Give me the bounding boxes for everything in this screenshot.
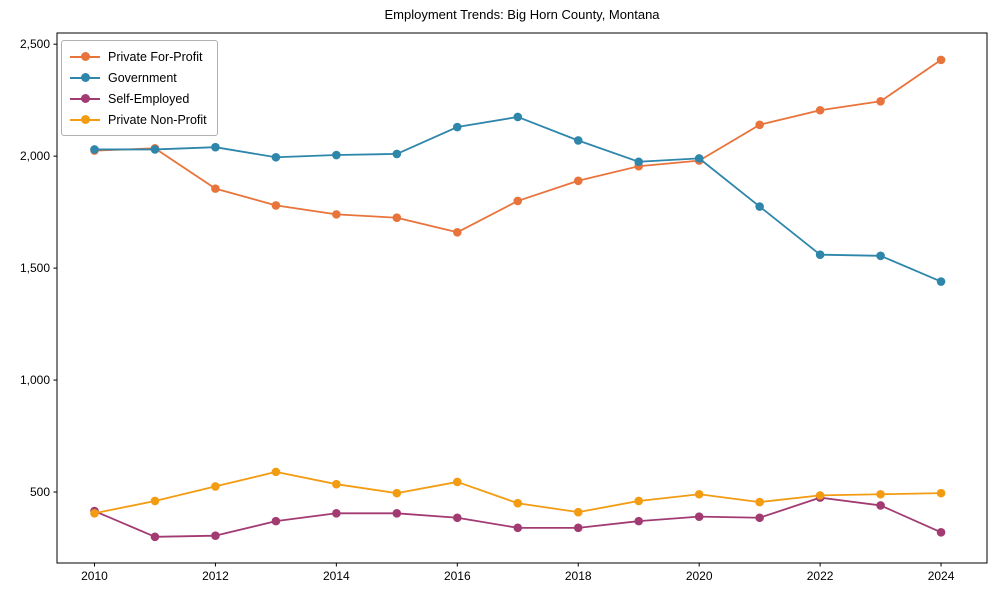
data-point xyxy=(815,250,825,259)
data-point xyxy=(936,55,946,65)
y-tick-label: 500 xyxy=(30,485,50,499)
data-point xyxy=(452,227,462,237)
legend-item-private-non-profit: Private Non-Profit xyxy=(70,109,207,130)
data-point xyxy=(573,136,583,145)
data-point xyxy=(755,120,764,130)
data-point xyxy=(513,498,523,508)
data-point xyxy=(694,512,704,521)
data-point xyxy=(90,145,99,154)
data-point xyxy=(392,149,402,159)
x-tick-label: 2024 xyxy=(928,569,955,583)
data-point xyxy=(392,213,402,223)
data-point xyxy=(936,528,946,537)
x-tick-label: 2022 xyxy=(807,569,834,583)
data-point xyxy=(150,496,160,506)
data-point xyxy=(573,507,583,517)
data-point xyxy=(694,489,704,499)
data-point xyxy=(452,477,462,487)
data-point xyxy=(452,513,462,523)
line-marker-icon xyxy=(70,52,100,61)
x-tick-label: 2014 xyxy=(323,569,350,583)
legend-label: Government xyxy=(108,70,177,85)
data-point xyxy=(876,96,885,106)
x-tick-label: 2016 xyxy=(444,569,471,583)
x-tick-label: 2018 xyxy=(565,569,592,583)
data-point xyxy=(755,202,764,211)
legend-item-self-employed: Self-Employed xyxy=(70,88,207,109)
data-point xyxy=(876,501,885,510)
data-point xyxy=(332,150,341,160)
data-point xyxy=(211,531,220,540)
legend: Private For-Profit Government Self-Emplo… xyxy=(61,40,218,136)
data-point xyxy=(90,508,99,518)
data-point xyxy=(634,516,644,526)
data-point xyxy=(634,496,644,506)
data-point xyxy=(936,277,946,286)
y-tick-label: 2,000 xyxy=(20,149,50,163)
data-point xyxy=(876,489,885,499)
data-point xyxy=(573,523,583,533)
data-point xyxy=(694,154,704,163)
axes-spines xyxy=(56,32,988,564)
y-tick-label: 1,500 xyxy=(20,261,50,275)
data-point xyxy=(755,497,764,507)
data-point xyxy=(815,491,825,500)
data-point xyxy=(513,112,523,122)
data-point xyxy=(332,508,341,518)
legend-label: Private Non-Profit xyxy=(108,112,207,127)
data-point xyxy=(332,479,341,489)
data-point xyxy=(392,508,402,518)
data-point xyxy=(271,516,281,526)
data-point xyxy=(573,176,583,186)
data-point xyxy=(332,210,341,219)
data-point xyxy=(271,467,281,477)
data-point xyxy=(271,152,281,162)
chart-title: Employment Trends: Big Horn County, Mont… xyxy=(384,7,660,22)
data-point xyxy=(936,488,946,498)
series-line-private-for-profit xyxy=(94,59,942,234)
x-tick-label: 2010 xyxy=(81,569,108,583)
legend-item-private-for-profit: Private For-Profit xyxy=(70,46,207,67)
data-point xyxy=(815,105,825,115)
x-tick-label: 2020 xyxy=(686,569,713,583)
line-marker-icon xyxy=(70,94,100,103)
data-point xyxy=(271,201,281,210)
x-tick-label: 2012 xyxy=(202,569,229,583)
data-point xyxy=(392,488,402,498)
legend-item-government: Government xyxy=(70,67,207,88)
line-marker-icon xyxy=(70,73,100,82)
legend-label: Private For-Profit xyxy=(108,49,203,64)
legend-label: Self-Employed xyxy=(108,91,190,106)
data-point xyxy=(452,122,462,132)
data-point xyxy=(513,196,523,206)
data-point xyxy=(876,251,885,261)
data-point xyxy=(211,142,220,152)
y-tick-label: 1,000 xyxy=(20,373,50,387)
line-marker-icon xyxy=(70,115,100,124)
data-point xyxy=(513,523,523,533)
data-point xyxy=(150,145,160,154)
data-point xyxy=(211,184,220,193)
data-point xyxy=(150,532,160,542)
y-tick-label: 2,500 xyxy=(20,37,50,51)
data-point xyxy=(634,157,644,167)
data-point xyxy=(755,513,764,523)
data-point xyxy=(211,482,220,491)
